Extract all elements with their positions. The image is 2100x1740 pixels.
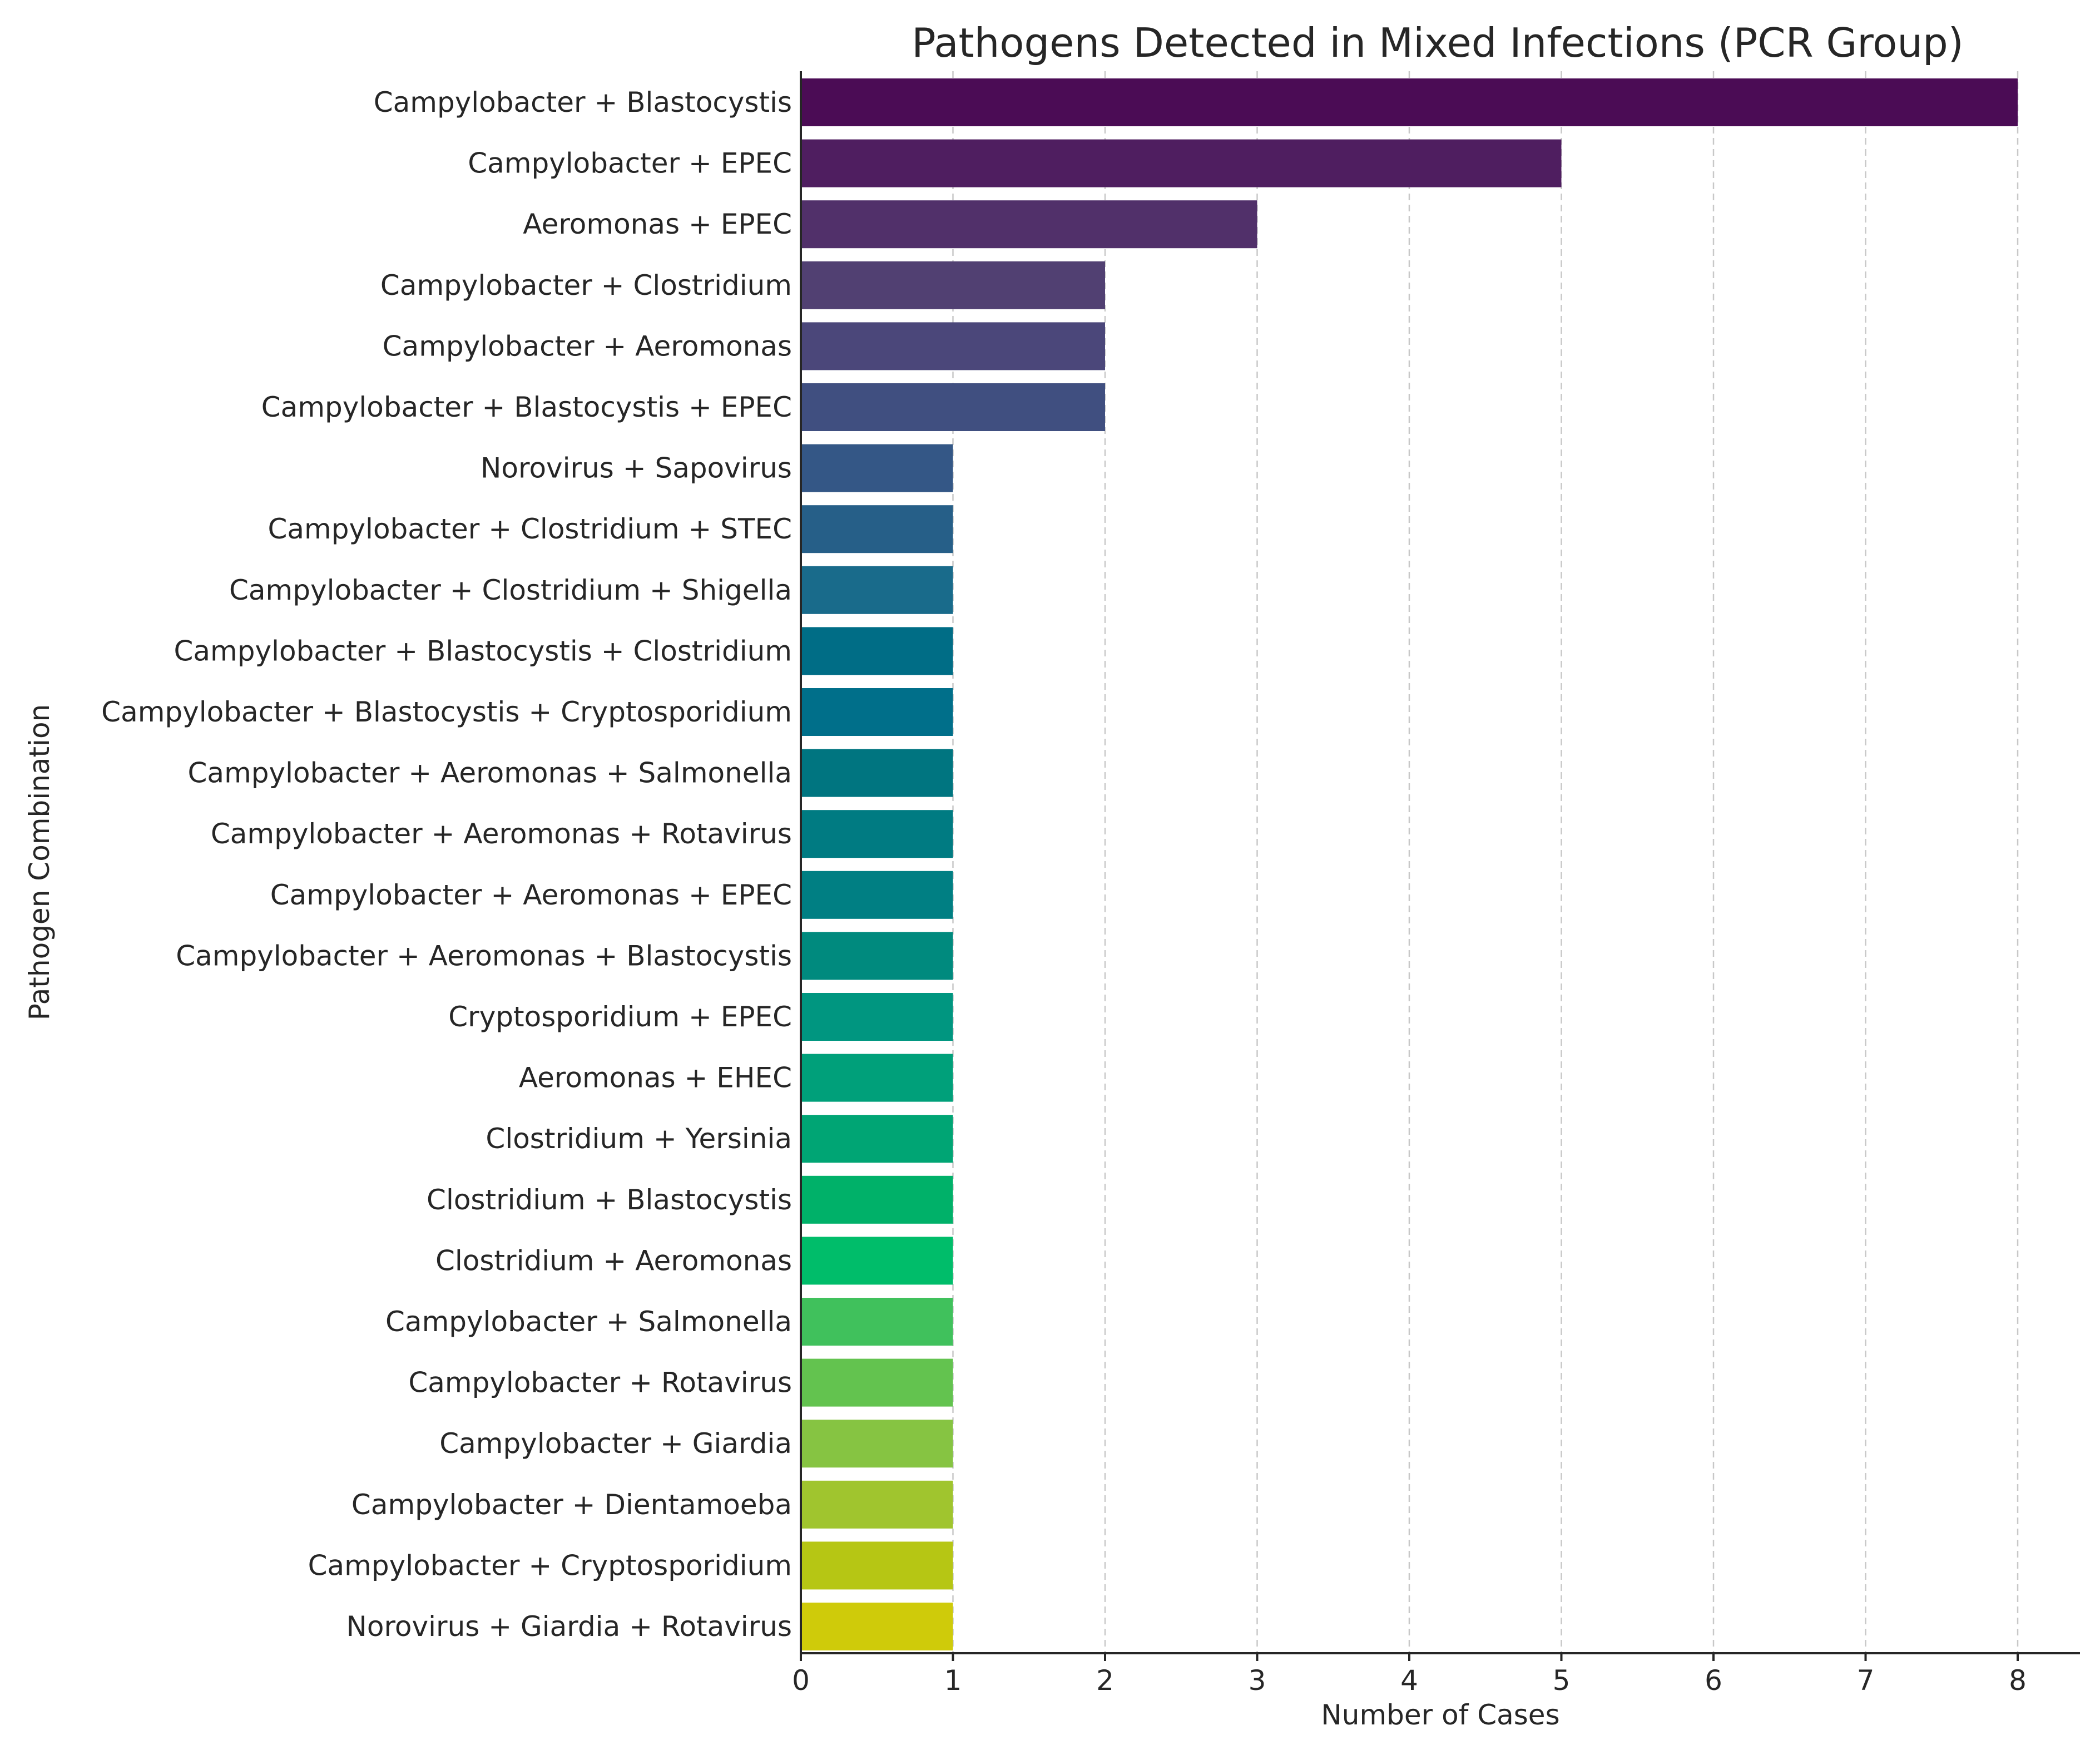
- category-label: Clostridium + Blastocystis: [427, 1184, 792, 1216]
- bar: [801, 78, 2018, 126]
- category-label: Campylobacter + Blastocystis + Cryptospo…: [101, 696, 792, 728]
- x-axis-ticks: 0 1 2 3 4 5 6 7 8: [792, 1653, 2027, 1697]
- grid-lines: [952, 71, 2019, 1653]
- bar: [801, 749, 953, 797]
- x-tick-label: 0: [792, 1664, 810, 1697]
- category-label: Campylobacter + Blastocystis + EPEC: [261, 391, 792, 423]
- bar: [801, 1054, 953, 1102]
- x-tick-label: 3: [1249, 1664, 1266, 1697]
- category-label: Campylobacter + Clostridium: [380, 269, 792, 301]
- x-tick-label: 8: [2009, 1664, 2027, 1697]
- bar: [801, 1358, 953, 1407]
- x-axis-title: Number of Cases: [1321, 1699, 1559, 1731]
- bar: [801, 1480, 953, 1529]
- x-tick-label: 5: [1553, 1664, 1571, 1697]
- category-label: Campylobacter + Dientamoeba: [351, 1489, 792, 1521]
- x-tick-label: 7: [1857, 1664, 1875, 1697]
- bar: [801, 932, 953, 980]
- bar: [801, 261, 1105, 309]
- bar: [801, 322, 1105, 370]
- category-label: Aeromonas + EHEC: [519, 1062, 792, 1094]
- category-label: Clostridium + Yersinia: [486, 1123, 792, 1155]
- x-tick-label: 1: [944, 1664, 962, 1697]
- chart-title: Pathogens Detected in Mixed Infections (…: [912, 19, 1964, 66]
- category-label: Campylobacter + Cryptosporidium: [308, 1549, 792, 1581]
- x-tick-label: 4: [1400, 1664, 1418, 1697]
- bar: [801, 566, 953, 614]
- category-labels: Campylobacter + Blastocystis Campylobacte…: [101, 86, 792, 1643]
- bars: [801, 78, 2018, 1650]
- category-label: Campylobacter + Rotavirus: [408, 1367, 792, 1399]
- bar: [801, 871, 953, 919]
- bar: [801, 1420, 953, 1468]
- bar: [801, 383, 1105, 431]
- category-label: Campylobacter + Salmonella: [385, 1306, 792, 1338]
- y-axis-title: Pathogen Combination: [23, 704, 56, 1020]
- category-label: Campylobacter + Aeromonas: [383, 330, 792, 362]
- bar: [801, 688, 953, 736]
- bar: [801, 444, 953, 492]
- category-label: Campylobacter + Aeromonas + EPEC: [270, 879, 792, 911]
- bar: [801, 200, 1257, 249]
- x-tick-label: 6: [1705, 1664, 1722, 1697]
- bar: [801, 627, 953, 675]
- bar: [801, 1237, 953, 1285]
- category-label: Clostridium + Aeromonas: [435, 1244, 792, 1277]
- category-label: Campylobacter + Blastocystis: [374, 86, 792, 118]
- category-label: Norovirus + Giardia + Rotavirus: [346, 1610, 792, 1643]
- category-label: Campylobacter + Aeromonas + Blastocystis: [176, 940, 792, 972]
- bar: [801, 993, 953, 1041]
- bar: [801, 1541, 953, 1590]
- category-label: Campylobacter + EPEC: [468, 147, 792, 180]
- bar: [801, 139, 1562, 187]
- category-label: Campylobacter + Aeromonas + Rotavirus: [211, 818, 792, 850]
- category-label: Campylobacter + Giardia: [439, 1427, 792, 1460]
- bar: [801, 505, 953, 553]
- bar: [801, 1298, 953, 1346]
- x-tick-label: 2: [1096, 1664, 1114, 1697]
- category-label: Campylobacter + Blastocystis + Clostridi…: [174, 635, 793, 667]
- bar: [801, 1175, 953, 1224]
- category-label: Cryptosporidium + EPEC: [448, 1001, 792, 1033]
- category-label: Aeromonas + EPEC: [523, 208, 792, 240]
- category-label: Norovirus + Sapovirus: [481, 452, 792, 485]
- category-label: Campylobacter + Clostridium + STEC: [268, 513, 792, 545]
- bar: [801, 1603, 953, 1650]
- bar: [801, 810, 953, 858]
- bar: [801, 1115, 953, 1163]
- category-label: Campylobacter + Clostridium + Shigella: [229, 574, 792, 606]
- category-label: Campylobacter + Aeromonas + Salmonella: [188, 757, 792, 789]
